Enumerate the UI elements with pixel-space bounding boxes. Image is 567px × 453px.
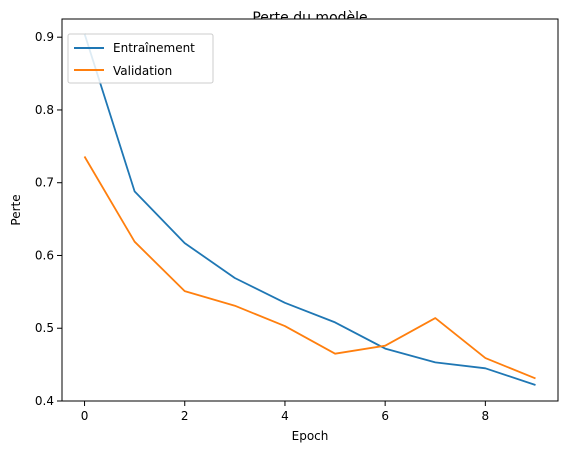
axes-frame (61, 18, 559, 402)
y-tick-label-3: 0.7 (35, 176, 54, 190)
x-tick-label-1: 2 (181, 409, 189, 423)
axes-layer: 0 2 4 6 8 0.4 0.5 0.6 0.7 0.8 0.9 (35, 18, 559, 423)
x-tick-label-4: 8 (482, 409, 490, 423)
x-tick-label-0: 0 (81, 409, 89, 423)
y-tick-label-5: 0.9 (35, 30, 54, 44)
y-axis-label: Perte (9, 194, 23, 225)
y-tick-label-1: 0.5 (35, 321, 54, 335)
legend-box (67, 33, 214, 84)
series-layer (83, 33, 536, 386)
x-tick-label-2: 4 (281, 409, 289, 423)
series-line-training (83, 33, 536, 386)
y-tick-label-2: 0.6 (35, 248, 54, 262)
legend-label-validation: Validation (113, 64, 172, 78)
series-line-validation (83, 156, 536, 380)
y-tick-label-0: 0.4 (35, 394, 54, 408)
legend-label-training: Entraînement (113, 41, 195, 55)
x-tick-label-3: 6 (381, 409, 389, 423)
legend: Entraînement Validation (67, 33, 214, 84)
y-tick-label-4: 0.8 (35, 103, 54, 117)
x-axis-label: Epoch (292, 429, 329, 443)
